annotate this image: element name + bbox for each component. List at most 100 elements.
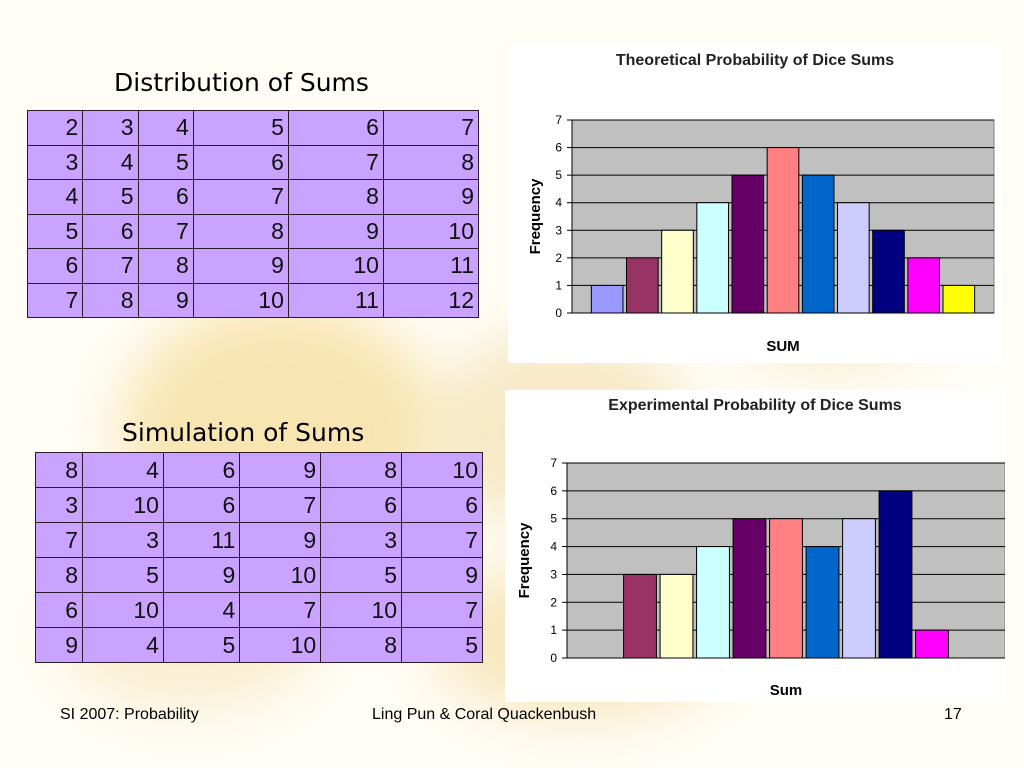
- simulation-table-cell: 9: [401, 557, 483, 593]
- simulation-table-cell: 4: [82, 452, 164, 488]
- distribution-table-cell: 9: [382, 179, 480, 215]
- bar-10: [872, 229, 905, 314]
- footer-authors: Ling Pun & Coral Quackenbush: [372, 706, 597, 723]
- simulation-table-cell: 5: [401, 627, 483, 663]
- bar-5: [696, 202, 729, 314]
- bar-11: [907, 257, 940, 314]
- simulation-table-cell: 9: [239, 522, 322, 558]
- y-axis-title: Frequency: [516, 522, 533, 599]
- distribution-table-cell: 6: [137, 179, 194, 215]
- simulation-table-cell: 6: [34, 592, 84, 628]
- simulation-table-cell: 6: [162, 487, 241, 523]
- y-tick-label: 4: [550, 540, 557, 554]
- distribution-table-cell: 6: [287, 110, 384, 146]
- bar-9: [837, 202, 870, 314]
- distribution-table-row: 6 7 8 9 10 11: [26, 248, 480, 284]
- distribution-table-cell: 10: [382, 213, 480, 249]
- bar-3: [623, 573, 657, 659]
- bar-8: [801, 174, 835, 314]
- y-axis-title: Frequency: [527, 178, 544, 255]
- distribution-table-cell: 7: [82, 248, 139, 284]
- simulation-table-cell: 8: [34, 452, 84, 488]
- distribution-table-cell: 2: [26, 110, 84, 146]
- distribution-table-cell: 4: [137, 110, 194, 146]
- bar-5: [696, 546, 730, 659]
- simulation-table-cell: 4: [162, 592, 241, 628]
- distribution-table-cell: 11: [287, 282, 384, 318]
- distribution-heading: Distribution of Sums: [114, 68, 369, 97]
- simulation-table-cell: 5: [320, 557, 403, 593]
- y-tick-label: 7: [555, 113, 562, 127]
- y-tick-label: 1: [550, 623, 557, 637]
- distribution-table-cell: 7: [26, 282, 84, 318]
- bar-4: [659, 573, 694, 659]
- simulation-table-cell: 10: [401, 452, 483, 488]
- distribution-table-cell: 6: [82, 213, 139, 249]
- simulation-table-cell: 8: [320, 627, 403, 663]
- distribution-table-cell: 5: [82, 179, 139, 215]
- simulation-table-cell: 8: [320, 452, 403, 488]
- simulation-table-cell: 7: [401, 592, 483, 628]
- simulation-table-cell: 3: [82, 522, 164, 558]
- bar-8: [805, 546, 840, 659]
- bar-12: [942, 284, 976, 314]
- y-tick-label: 1: [555, 278, 562, 292]
- distribution-table-cell: 11: [382, 248, 480, 284]
- y-tick-label: 0: [550, 651, 557, 665]
- y-tick-label: 5: [550, 512, 557, 526]
- simulation-table-row: 3 10 6 7 6 6: [34, 487, 483, 523]
- simulation-table-cell: 3: [34, 487, 84, 523]
- y-tick-label: 3: [550, 567, 557, 581]
- bar-3: [626, 257, 659, 314]
- simulation-table-cell: 6: [320, 487, 403, 523]
- simulation-table-row: 8 4 6 9 8 10: [34, 452, 483, 488]
- simulation-table-cell: 7: [239, 592, 322, 628]
- simulation-table-cell: 10: [320, 592, 403, 628]
- distribution-table-cell: 8: [192, 213, 289, 249]
- simulation-table-cell: 5: [82, 557, 164, 593]
- simulation-table-cell: 7: [239, 487, 322, 523]
- y-tick-label: 3: [555, 223, 562, 237]
- distribution-table-cell: 10: [287, 248, 384, 284]
- theoretical-chart-panel: Theoretical Probability of Dice Sums 0 1 2…: [508, 45, 1002, 363]
- simulation-table-cell: 3: [320, 522, 403, 558]
- distribution-table-cell: 8: [382, 144, 480, 180]
- distribution-table-cell: 6: [192, 144, 289, 180]
- distribution-table-cell: 9: [137, 282, 194, 318]
- distribution-table-cell: 3: [82, 110, 139, 146]
- distribution-table-cell: 8: [287, 179, 384, 215]
- x-axis-title: Sum: [770, 682, 803, 699]
- y-tick-label: 2: [555, 251, 562, 265]
- distribution-table-cell: 8: [137, 248, 194, 284]
- simulation-table-cell: 7: [34, 522, 84, 558]
- bar-11: [915, 629, 949, 659]
- y-tick-label: 2: [550, 595, 557, 609]
- bar-2: [590, 284, 624, 314]
- simulation-table-cell: 6: [162, 452, 241, 488]
- distribution-table-cell: 10: [192, 282, 289, 318]
- distribution-table-cell: 9: [192, 248, 289, 284]
- theoretical-chart: 0 1 2 3 4 5 6 7 Frequency SUM: [527, 113, 995, 355]
- experimental-chart: 0 1 2 3 4 5 6 7 Frequency Sum: [516, 456, 1005, 699]
- distribution-table-cell: 7: [192, 179, 289, 215]
- bar-6: [731, 174, 765, 314]
- distribution-table-cell: 5: [26, 213, 84, 249]
- simulation-table-cell: 10: [82, 487, 164, 523]
- simulation-table-cell: 8: [34, 557, 84, 593]
- simulation-heading: Simulation of Sums: [122, 418, 365, 447]
- simulation-table-cell: 10: [239, 627, 322, 663]
- simulation-table-row: 8 5 9 10 5 9: [34, 557, 483, 593]
- distribution-table-row: 5 6 7 8 9 10: [26, 213, 480, 249]
- distribution-table-cell: 4: [26, 179, 84, 215]
- distribution-table-cell: 5: [192, 110, 289, 146]
- experimental-chart-title: Experimental Probability of Dice Sums: [608, 397, 902, 414]
- distribution-table: 2 3 4 5 6 7 3 4 5 6 7 8 4 5 6 7 8 9 5 6 7 8 9 10 6 7 8 9 10 11 7 8 9 10 11…: [26, 110, 480, 318]
- x-axis-title: SUM: [766, 338, 799, 355]
- bar-7: [766, 147, 800, 314]
- simulation-table-cell: 7: [401, 522, 483, 558]
- bar-4: [661, 229, 694, 314]
- simulation-table-cell: 4: [82, 627, 164, 663]
- simulation-table-row: 9 4 5 10 8 5: [34, 627, 483, 663]
